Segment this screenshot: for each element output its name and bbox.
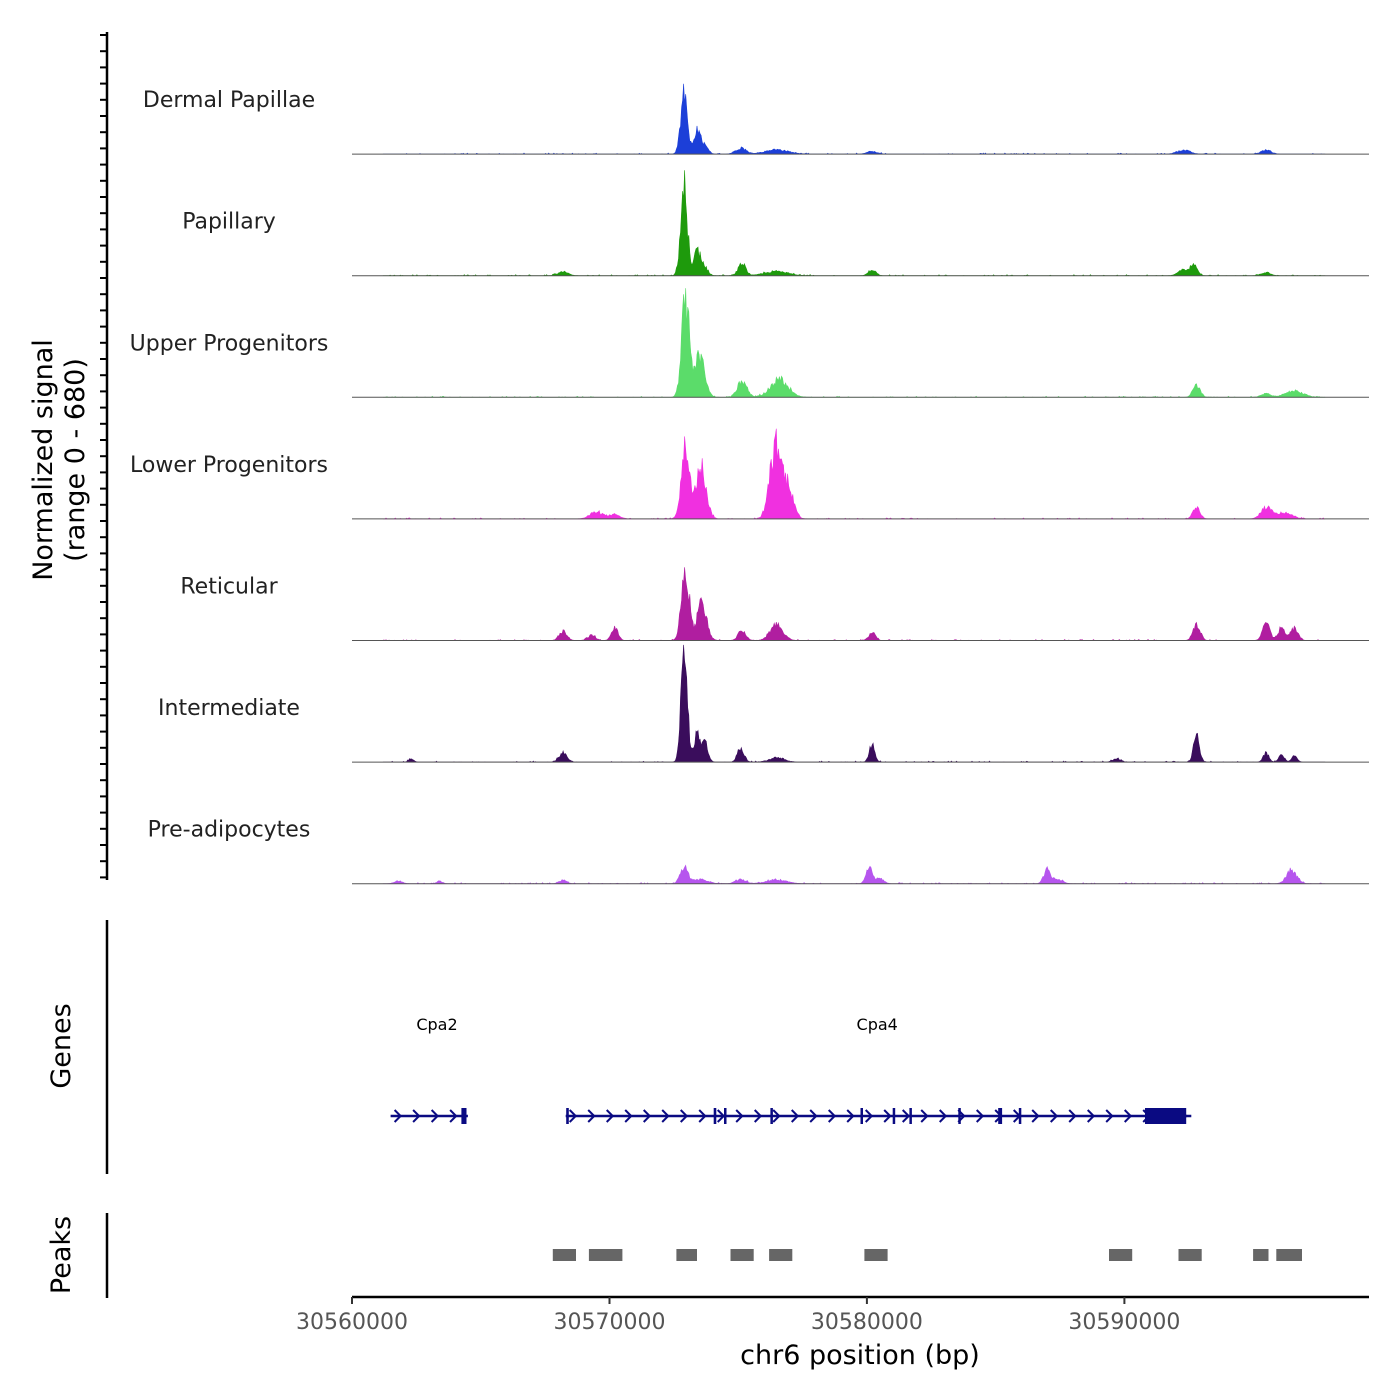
track-intermediate: Intermediate bbox=[158, 644, 1369, 763]
gene-strand-arrow bbox=[1049, 1109, 1059, 1123]
gene-strand-arrow bbox=[901, 1109, 911, 1123]
signal-area bbox=[382, 83, 1326, 155]
gene-exon bbox=[713, 1108, 717, 1124]
gene-strand-arrow bbox=[827, 1109, 837, 1123]
y-axis-title-line1: Normalized signal bbox=[28, 339, 59, 581]
gene-exon bbox=[892, 1108, 896, 1124]
track-upper-progenitors: Upper Progenitors bbox=[130, 288, 1369, 398]
x-tick-label: 30590000 bbox=[1068, 1310, 1180, 1335]
track-label: Dermal Papillae bbox=[143, 88, 315, 113]
gene-exon bbox=[1145, 1108, 1187, 1124]
gene-strand-arrow bbox=[449, 1109, 458, 1123]
gene-strand-arrow bbox=[1086, 1109, 1096, 1123]
y-axis-title-line2: (range 0 - 680) bbox=[60, 358, 91, 562]
genes-track-title: Genes bbox=[46, 1003, 77, 1088]
track-label: Upper Progenitors bbox=[130, 331, 329, 356]
gene-strand-arrow bbox=[809, 1109, 818, 1123]
gene-track: Cpa2 Cpa4 bbox=[390, 1015, 1192, 1124]
track-papillary: Papillary bbox=[182, 170, 1369, 277]
track-label: Papillary bbox=[182, 210, 276, 235]
peak-region bbox=[769, 1249, 793, 1261]
gene-strand-arrow bbox=[920, 1109, 929, 1123]
gene-strand-arrow bbox=[1068, 1109, 1077, 1123]
peak-region bbox=[552, 1249, 576, 1261]
signal-area bbox=[382, 644, 1326, 763]
gene-strand-arrow bbox=[716, 1109, 726, 1123]
gene-strand-arrow bbox=[735, 1109, 744, 1123]
gene-label: Cpa2 bbox=[416, 1015, 457, 1034]
track-lower-progenitors: Lower Progenitors bbox=[130, 428, 1369, 520]
gene-strand-arrow bbox=[975, 1109, 985, 1123]
peak-region bbox=[1109, 1249, 1133, 1261]
peak-region bbox=[730, 1249, 754, 1261]
signal-y-axis-ticks bbox=[100, 34, 107, 879]
gene-strand-arrow bbox=[1105, 1109, 1114, 1123]
gene-strand-arrow bbox=[430, 1109, 440, 1123]
gene-strand-arrow bbox=[568, 1109, 578, 1123]
gene-exon bbox=[1018, 1108, 1022, 1124]
track-label: Intermediate bbox=[158, 696, 300, 721]
track-label: Lower Progenitors bbox=[130, 453, 328, 478]
signal-area bbox=[382, 428, 1326, 520]
x-tick-label: 30560000 bbox=[296, 1310, 408, 1335]
gene-exon bbox=[998, 1108, 1003, 1124]
gene-strand-arrow bbox=[790, 1109, 800, 1123]
gene-exon bbox=[909, 1108, 912, 1124]
gene-exon bbox=[724, 1108, 727, 1124]
gene-strand-arrow bbox=[412, 1109, 421, 1123]
x-tick-label: 30570000 bbox=[554, 1310, 666, 1335]
signal-area bbox=[382, 864, 1326, 885]
gene-strand-arrow bbox=[846, 1109, 855, 1123]
gene-strand-arrow bbox=[642, 1109, 652, 1123]
signal-tracks: Dermal Papillae Papillary Upper Progenitor… bbox=[130, 83, 1369, 885]
gene-cpa2: Cpa2 bbox=[390, 1015, 468, 1124]
track-label: Pre-adipocytes bbox=[148, 818, 311, 843]
gene-strand-arrow bbox=[1031, 1109, 1040, 1123]
gene-strand-arrow bbox=[661, 1109, 670, 1123]
gene-strand-arrow bbox=[864, 1109, 874, 1123]
gene-strand-arrow bbox=[753, 1109, 763, 1123]
x-axis-title: chr6 position (bp) bbox=[740, 1340, 980, 1371]
gene-strand-arrow bbox=[883, 1109, 892, 1123]
gene-cpa4: Cpa4 bbox=[565, 1015, 1192, 1124]
gene-exon bbox=[958, 1108, 961, 1124]
gene-strand-arrow bbox=[679, 1109, 689, 1123]
gene-strand-arrow bbox=[624, 1109, 633, 1123]
gene-exon bbox=[770, 1108, 773, 1124]
gene-exon bbox=[860, 1108, 863, 1124]
peak-region bbox=[1178, 1249, 1202, 1261]
track-dermal-papillae: Dermal Papillae bbox=[143, 83, 1369, 155]
signal-area bbox=[382, 170, 1326, 277]
x-axis-ticks: 30560000 30570000 30580000 30590000 bbox=[296, 1297, 1180, 1335]
track-pre-adipocytes: Pre-adipocytes bbox=[148, 818, 1369, 885]
peak-region bbox=[1253, 1249, 1269, 1261]
gene-strand-arrow bbox=[605, 1109, 615, 1123]
peak-region bbox=[864, 1249, 888, 1261]
gene-strand-arrow bbox=[938, 1109, 948, 1123]
signal-area bbox=[382, 288, 1326, 398]
peak-track bbox=[552, 1249, 1302, 1261]
signal-area bbox=[381, 567, 1326, 641]
peak-region bbox=[588, 1249, 623, 1261]
peak-region bbox=[676, 1249, 697, 1261]
gene-exon bbox=[461, 1108, 467, 1124]
track-reticular: Reticular bbox=[180, 567, 1369, 641]
gene-strand-arrow bbox=[698, 1109, 707, 1123]
track-label: Reticular bbox=[180, 575, 278, 600]
gene-strand-arrow bbox=[393, 1109, 403, 1123]
gene-exon bbox=[566, 1108, 569, 1124]
gene-strand-arrow bbox=[772, 1109, 781, 1123]
gene-label: Cpa4 bbox=[857, 1015, 898, 1034]
peak-region bbox=[1276, 1249, 1302, 1261]
gene-strand-arrow bbox=[1123, 1109, 1133, 1123]
gene-strand-arrow bbox=[587, 1109, 596, 1123]
peaks-track-title: Peaks bbox=[46, 1216, 77, 1294]
x-tick-label: 30580000 bbox=[811, 1310, 923, 1335]
